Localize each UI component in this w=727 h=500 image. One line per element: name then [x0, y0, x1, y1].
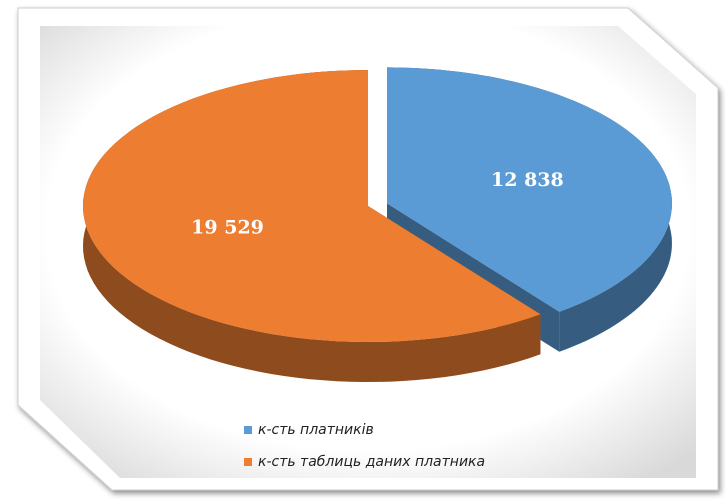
pie: 12 838 19 529	[83, 67, 672, 382]
data-label: 12 838	[491, 169, 564, 191]
legend-label: к-сть платників	[258, 422, 374, 438]
legend-marker	[244, 458, 252, 466]
slice	[387, 67, 672, 312]
legend: к-сть платників к-сть таблиць даних платн…	[244, 422, 485, 470]
slice-side	[83, 70, 541, 382]
legend-marker	[244, 426, 252, 434]
slice-shade	[83, 70, 541, 382]
slice	[83, 70, 541, 342]
data-label: 19 529	[191, 217, 264, 239]
legend-label: к-сть таблиць даних платника	[258, 454, 485, 470]
